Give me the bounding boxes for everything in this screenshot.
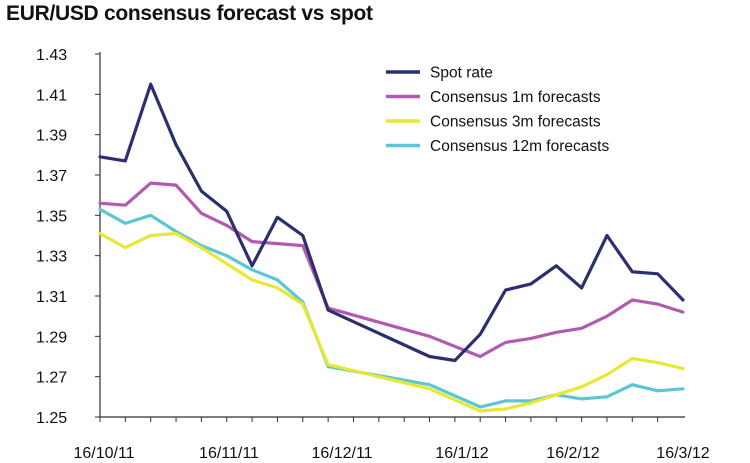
y-tick-label: 1.25: [36, 410, 67, 427]
chart-legend: Spot rate Consensus 1m forecasts Consensus…: [386, 65, 609, 155]
y-tick-label: 1.33: [36, 249, 67, 266]
y-tick-label: 1.29: [36, 329, 67, 346]
chart-axes: 1.43 1.41 1.39 1.37 1.35 1.33 1.31 1.29 1.27 1.25…: [36, 47, 710, 462]
x-tick-label: 16/3/12: [656, 445, 709, 462]
y-tick-label: 1.39: [36, 128, 67, 145]
legend-label: Consensus 1m forecasts: [430, 89, 601, 106]
legend-label: Consensus 12m forecasts: [430, 138, 609, 155]
series-layer: [98, 82, 685, 413]
y-tick-label: 1.37: [36, 168, 67, 185]
series-line-consensus-3m-forecasts: [98, 231, 685, 413]
x-tick-label: 16/2/12: [546, 445, 599, 462]
y-tick-label: 1.35: [36, 208, 67, 225]
y-tick-label: 1.41: [36, 87, 67, 104]
legend-label: Consensus 3m forecasts: [430, 114, 601, 131]
x-tick-label: 16/1/12: [435, 445, 488, 462]
y-tick-label: 1.31: [36, 289, 67, 306]
chart-title: EUR/USD consensus forecast vs spot: [6, 2, 373, 25]
x-tick-label: 16/12/11: [311, 445, 372, 462]
y-tick-label: 1.27: [36, 370, 67, 387]
series-line-spot-rate: [98, 82, 685, 363]
x-tick-label: 16/11/11: [199, 445, 259, 462]
x-tick-label: 16/10/11: [73, 445, 134, 462]
y-tick-label: 1.43: [36, 47, 67, 64]
legend-label: Spot rate: [430, 65, 493, 82]
series-line-consensus-1m-forecasts: [98, 181, 685, 359]
